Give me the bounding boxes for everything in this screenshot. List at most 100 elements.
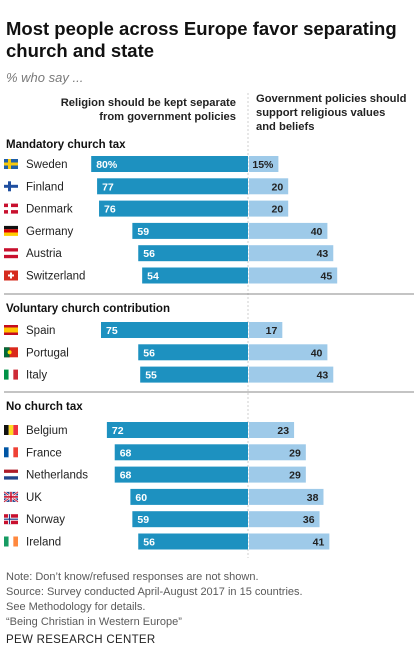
austria-flag-icon (4, 248, 18, 259)
bar-support-value: 43 (317, 248, 329, 260)
bar-support-value: 43 (317, 370, 329, 382)
germany-flag-icon (4, 225, 18, 236)
italy-flag-icon (4, 369, 18, 380)
country-label: Austria (26, 248, 62, 260)
france-flag-icon (4, 447, 18, 458)
country-label: Finland (26, 181, 64, 193)
ireland-flag-icon (4, 536, 18, 547)
bar-support (249, 533, 330, 550)
bar-support (249, 222, 328, 239)
bar-separate (99, 200, 248, 217)
bar-separate (106, 422, 248, 438)
bar-support (249, 267, 338, 284)
bar-separate-value: 54 (147, 271, 159, 283)
bar-support (249, 344, 328, 361)
bar-support-value: 45 (321, 271, 333, 283)
country-label: Portugal (26, 347, 69, 359)
country-label: Spain (26, 325, 55, 337)
bar-separate (132, 222, 248, 239)
chart-title: Most people across Europe favor separati… (6, 18, 397, 61)
chart-subtitle: % who say ... (6, 70, 84, 85)
country-label: France (26, 447, 62, 459)
bar-separate-value: 56 (143, 537, 155, 549)
bar-support-value: 29 (289, 447, 301, 459)
bar-separate-value: 68 (120, 470, 132, 482)
bar-support-value: 40 (311, 347, 323, 359)
bar-separate-value: 59 (137, 226, 149, 238)
portugal-flag-icon (4, 347, 18, 358)
uk-flag-icon (3, 491, 19, 503)
country-label: Belgium (26, 425, 68, 437)
bar-support (249, 488, 324, 505)
country-label: Italy (26, 370, 47, 382)
bar-support (249, 466, 306, 483)
netherlands-flag-icon (4, 469, 18, 480)
bar-support-value: 41 (313, 537, 325, 549)
bar-separate-value: 77 (102, 181, 114, 193)
bar-support (249, 322, 283, 338)
norway-flag-icon (4, 514, 18, 525)
country-label: Ireland (26, 537, 61, 549)
bar-separate (91, 156, 248, 172)
bar-support-value: 20 (272, 204, 284, 216)
country-label: Switzerland (26, 271, 85, 283)
finland-flag-icon (4, 181, 18, 192)
brand-label: PEW RESEARCH CENTER (6, 634, 156, 646)
legend-left-line: from government policies (99, 111, 236, 123)
bar-support-value: 17 (266, 325, 278, 337)
bar-support (249, 422, 295, 438)
source-line: Source: Survey conducted April-August 20… (6, 586, 303, 598)
bar-support-value: 38 (307, 492, 319, 504)
bar-separate (97, 178, 248, 195)
bar-support-value: 29 (289, 470, 301, 482)
bar-separate (140, 366, 248, 383)
legend-right-line: and beliefs (256, 121, 314, 133)
spain-flag-icon (4, 325, 18, 335)
country-label: Norway (26, 514, 65, 526)
bar-separate (114, 444, 248, 461)
bar-support (249, 444, 306, 461)
bar-separate (101, 322, 248, 338)
bar-separate-value: 59 (137, 514, 149, 526)
bar-separate-value: 56 (143, 347, 155, 359)
bar-separate (130, 488, 248, 505)
bar-support (249, 245, 334, 262)
denmark-flag-icon (4, 203, 18, 214)
bar-separate-value: 55 (145, 370, 157, 382)
note-line: Note: Don’t know/refused responses are n… (6, 571, 259, 583)
bar-separate (132, 511, 248, 528)
country-label: Germany (26, 226, 74, 238)
bar-separate (142, 267, 248, 284)
bar-separate-value: 68 (120, 447, 132, 459)
country-label: Sweden (26, 159, 68, 171)
bar-support (249, 156, 279, 172)
bar-support-value: 15% (252, 159, 274, 171)
methodology-line: See Methodology for details. (6, 601, 146, 613)
group-heading: Voluntary church contribution (6, 303, 170, 315)
bar-support-value: 20 (272, 181, 284, 193)
country-label: UK (26, 492, 42, 504)
bar-separate-value: 76 (104, 204, 116, 216)
bar-support (249, 200, 289, 217)
bar-support (249, 366, 334, 383)
legend-right-line: support religious values (256, 107, 385, 119)
country-label: Netherlands (26, 470, 88, 482)
legend-left-line: Religion should be kept separate (61, 97, 236, 109)
bar-separate-value: 80% (96, 159, 118, 171)
bar-separate (114, 466, 248, 483)
report-title-line: “Being Christian in Western Europe” (6, 616, 182, 628)
group-heading: Mandatory church tax (6, 139, 126, 151)
bar-separate (138, 245, 248, 262)
bar-separate (138, 533, 248, 550)
bar-support (249, 511, 320, 528)
switzerland-flag-icon (4, 270, 18, 281)
group-heading: No church tax (6, 401, 83, 413)
bar-support-value: 40 (311, 226, 323, 238)
bar-support-value: 36 (303, 514, 315, 526)
legend-right-line: Government policies should (256, 93, 407, 105)
belgium-flag-icon (4, 425, 18, 435)
chart-notes: Note: Don’t know/refused responses are n… (6, 570, 303, 630)
bar-separate-value: 56 (143, 248, 155, 260)
bar-separate-value: 75 (106, 325, 118, 337)
